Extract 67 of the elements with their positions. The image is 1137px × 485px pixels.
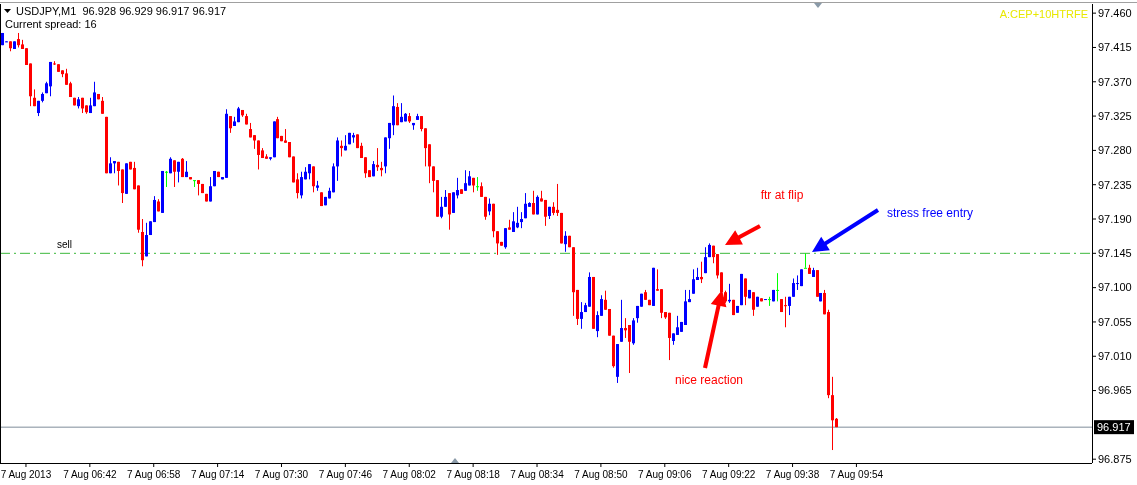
y-tick-label: 97.010 <box>1098 350 1132 363</box>
candlestick <box>744 277 747 306</box>
candlestick <box>209 176 212 202</box>
x-tick-label: 7 Aug 09:54 <box>829 469 884 480</box>
annotation: ftr at flip <box>760 188 804 202</box>
candlestick <box>544 199 547 227</box>
y-tick-label: 97.460 <box>1098 7 1132 19</box>
y-tick-label: 97.280 <box>1098 144 1132 157</box>
y-tick-label: 97.370 <box>1098 75 1132 88</box>
chart-title: USDJPY,M1 96.928 96.929 96.917 96.917 <box>16 5 227 17</box>
x-tick-label: 7 Aug 08:02 <box>382 469 437 480</box>
x-tick-label: 7 Aug 09:06 <box>638 469 692 480</box>
x-tick-label: 7 Aug 06:58 <box>127 469 181 480</box>
y-tick-label: 97.325 <box>1098 109 1132 122</box>
annotation: A:CEP+10HTRFE <box>999 8 1088 20</box>
x-tick-label: 7 Aug 09:38 <box>765 469 820 480</box>
x-tick-label: 7 Aug 2013 <box>0 469 52 480</box>
candlestick <box>784 296 787 328</box>
candlestick <box>628 324 631 374</box>
x-tick-label: 7 Aug 08:34 <box>510 469 565 480</box>
y-tick-label: 96.875 <box>1098 453 1132 466</box>
candlestick <box>504 227 507 250</box>
x-tick-label: 7 Aug 07:14 <box>190 469 245 480</box>
candlestick <box>804 252 807 269</box>
ref-line-label: sell <box>57 239 73 251</box>
candlestick <box>300 171 303 199</box>
candlestick <box>165 170 168 188</box>
candlestick <box>704 246 707 274</box>
candlestick <box>448 192 451 231</box>
annotation: nice reaction <box>674 373 744 387</box>
candlestick <box>792 277 795 298</box>
y-tick-label: 97.145 <box>1098 247 1132 260</box>
x-tick-label: 7 Aug 07:46 <box>318 469 373 480</box>
y-tick-label: 96.965 <box>1098 384 1132 397</box>
y-tick-label: 97.100 <box>1098 281 1132 294</box>
candlestick <box>464 169 467 192</box>
candlestick <box>524 192 527 219</box>
candlestick <box>145 222 148 257</box>
candlestick <box>692 268 695 295</box>
x-tick-label: 7 Aug 08:18 <box>446 469 501 480</box>
candlestick <box>660 288 663 319</box>
candlestick <box>476 176 479 192</box>
candlestick <box>556 183 559 217</box>
candlestick <box>392 95 395 136</box>
candlestick <box>752 291 755 317</box>
candlestick <box>496 230 499 256</box>
annotation: Current spread: 16 <box>5 18 97 30</box>
candlestick <box>312 165 315 193</box>
y-tick-label: 97.415 <box>1098 41 1132 54</box>
y-tick-label: 97.235 <box>1098 178 1132 191</box>
ref-line-label: 96.917 <box>1097 421 1131 434</box>
candlestick <box>580 301 583 330</box>
y-tick-label: 97.055 <box>1098 315 1132 328</box>
x-tick-label: 7 Aug 07:30 <box>254 469 309 480</box>
candlestick <box>257 139 260 170</box>
x-tick-label: 7 Aug 08:50 <box>574 469 629 480</box>
x-tick-label: 7 Aug 06:42 <box>63 469 117 480</box>
candlestick <box>173 159 176 188</box>
candlestick <box>564 230 567 253</box>
candlestick <box>440 196 443 219</box>
y-tick-label: 97.190 <box>1098 212 1132 225</box>
candlestick <box>620 299 623 343</box>
candlestick <box>776 272 779 302</box>
candlestick <box>512 211 515 233</box>
annotation: stress free entry <box>886 206 974 220</box>
candlestick <box>632 317 635 346</box>
x-tick-label: 7 Aug 09:22 <box>701 469 756 480</box>
